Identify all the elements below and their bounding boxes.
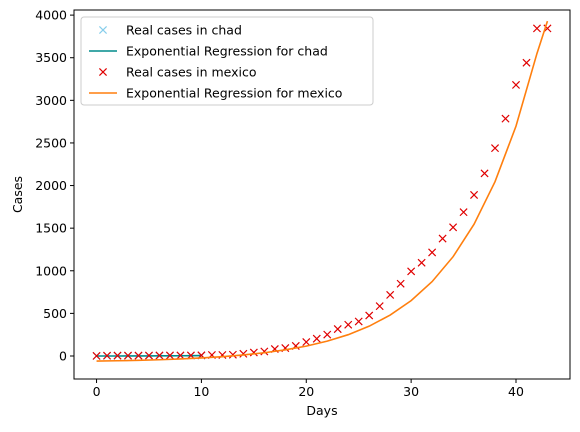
- legend-handle-0: [98, 25, 108, 35]
- data-point-s2-13: [228, 350, 237, 359]
- data-point-s2-35: [459, 208, 468, 217]
- data-point-s2-20: [302, 337, 311, 347]
- x-tick-label: 30: [403, 384, 419, 399]
- data-point-s2-31: [417, 258, 426, 267]
- plot-area: [92, 20, 552, 362]
- data-point-s2-2: [113, 351, 122, 360]
- x-tick-label: 40: [508, 384, 524, 399]
- data-point-s2-33: [438, 234, 447, 243]
- y-tick-label: 3000: [35, 93, 67, 108]
- data-point-s2-36: [470, 190, 479, 199]
- plot-frame: [73, 9, 571, 380]
- legend-label-mexico-cases: Real cases in mexico: [126, 65, 257, 80]
- data-point-s2-26: [365, 311, 374, 320]
- data-point-s2-27: [375, 302, 384, 311]
- legend-label-chad-regression: Exponential Regression for chad: [126, 44, 328, 59]
- legend: Real cases in chad Exponential Regressio…: [80, 16, 374, 106]
- data-point-s2-1: [103, 351, 112, 360]
- y-tick-label: 2000: [35, 178, 67, 193]
- data-point-s2-21: [312, 334, 321, 343]
- x-axis-label: Days: [306, 403, 337, 418]
- data-point-s2-23: [333, 325, 342, 334]
- x-tick-label: 20: [298, 384, 314, 399]
- y-tick-label: 500: [43, 306, 67, 321]
- y-tick-label: 1500: [35, 221, 67, 236]
- data-point-s2-4: [134, 351, 143, 360]
- data-point-s2-42: [532, 24, 541, 33]
- data-point-s2-16: [260, 347, 269, 356]
- y-tick-label: 4000: [35, 8, 67, 23]
- y-tick-label: 0: [59, 348, 67, 363]
- data-point-s2-14: [239, 349, 248, 358]
- data-point-s2-39: [501, 114, 510, 123]
- data-point-s2-5: [144, 351, 154, 360]
- data-point-s2-7: [165, 351, 174, 360]
- x-tick-label: 0: [93, 384, 101, 399]
- data-point-s2-24: [344, 320, 353, 329]
- data-point-s2-22: [323, 330, 332, 339]
- legend-label-mexico-regression: Exponential Regression for mexico: [126, 86, 342, 101]
- axes-ticks: 0 10 20 30 40 0 500 1000 1500 2000 2500 3000 3500 400…: [35, 8, 524, 399]
- data-point-s2-37: [480, 169, 489, 178]
- data-point-s2-0: [92, 351, 101, 360]
- data-point-s2-3: [123, 351, 133, 360]
- data-point-s2-41: [522, 58, 531, 67]
- data-point-s2-28: [386, 290, 395, 299]
- x-tick-label: 10: [193, 384, 209, 399]
- data-point-s2-32: [428, 248, 437, 257]
- data-point-s2-29: [396, 279, 405, 288]
- data-point-s2-34: [449, 223, 458, 232]
- data-point-s2-38: [490, 144, 500, 153]
- legend-label-chad-cases: Real cases in chad: [126, 23, 242, 38]
- data-point-s2-40: [511, 80, 521, 89]
- data-point-s2-25: [354, 317, 363, 326]
- series-line-3: [96, 20, 549, 362]
- y-tick-label: 3500: [35, 50, 67, 65]
- y-axis-label: Cases: [10, 176, 25, 213]
- y-tick-label: 2500: [35, 135, 67, 150]
- y-tick-label: 1000: [35, 263, 67, 278]
- data-point-s2-6: [155, 351, 164, 360]
- data-point-s2-30: [407, 267, 416, 276]
- legend-box: [80, 16, 374, 106]
- legend-handle-2: [98, 67, 108, 77]
- data-point-s2-8: [176, 351, 185, 360]
